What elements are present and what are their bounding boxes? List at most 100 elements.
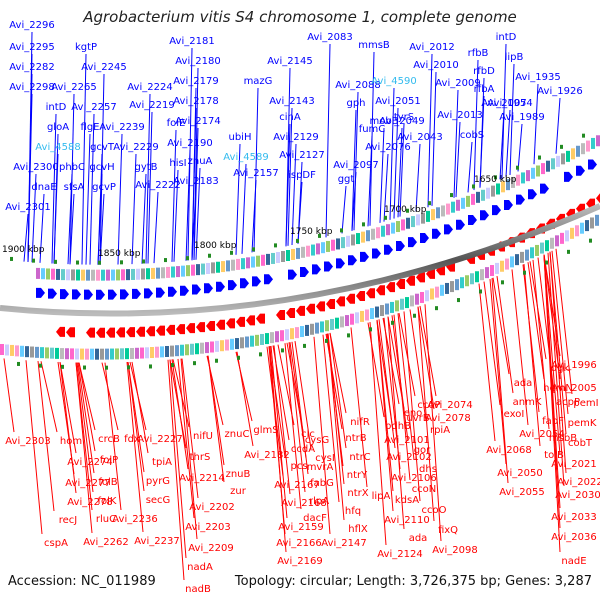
reverse-gene-arrow bbox=[276, 309, 285, 320]
reverse-gene-arrow bbox=[146, 326, 155, 337]
gc-content-block bbox=[285, 329, 289, 341]
gene-label: anmK bbox=[513, 397, 542, 408]
gc-content-block bbox=[175, 345, 179, 357]
gc-content-block bbox=[211, 262, 215, 274]
gc-content-block bbox=[345, 315, 349, 327]
reverse-gene-arrow bbox=[366, 288, 375, 299]
gene-label: cysI bbox=[315, 453, 335, 464]
gc-content-block bbox=[506, 179, 510, 191]
gc-content-block bbox=[420, 291, 424, 303]
gc-content-block bbox=[286, 250, 290, 262]
connector-line bbox=[185, 149, 191, 261]
connector-line bbox=[173, 169, 179, 262]
gene-label: Avi_2143 bbox=[269, 96, 314, 107]
gc-content-block bbox=[435, 286, 439, 298]
gc-content-block bbox=[400, 298, 404, 310]
gc-content-block bbox=[271, 252, 275, 264]
gene-label: ada bbox=[514, 378, 533, 389]
tick-mark bbox=[32, 258, 35, 263]
reverse-gene-arrow bbox=[356, 291, 365, 302]
tick-mark bbox=[523, 270, 526, 275]
gc-content-block bbox=[25, 346, 29, 358]
gc-content-block bbox=[365, 309, 369, 321]
tick-mark bbox=[54, 259, 57, 264]
tick-mark bbox=[428, 201, 431, 206]
gene-label: Avi_2068 bbox=[486, 445, 531, 456]
gc-content-block bbox=[255, 334, 259, 346]
gene-label: Avi_2051 bbox=[375, 96, 420, 107]
gc-content-block bbox=[391, 222, 395, 234]
gc-content-block bbox=[71, 269, 75, 281]
connector-line bbox=[509, 63, 515, 176]
forward-gene-arrow bbox=[516, 194, 525, 205]
gc-content-block bbox=[45, 347, 49, 359]
gc-content-block bbox=[316, 243, 320, 255]
gene-label: Avi_2257 bbox=[71, 102, 116, 113]
gene-label: Avi_2102 bbox=[386, 452, 431, 463]
gc-content-block bbox=[250, 335, 254, 347]
tick-mark bbox=[76, 260, 79, 265]
gene-label: Avi_2106 bbox=[391, 473, 436, 484]
gene-label: ispDF bbox=[288, 170, 316, 181]
gc-content-block bbox=[80, 348, 84, 360]
gene-label: ccoN bbox=[412, 484, 437, 495]
forward-gene-arrow bbox=[564, 171, 573, 182]
connector-line bbox=[473, 59, 479, 191]
gc-content-block bbox=[491, 185, 495, 197]
gc-content-block bbox=[530, 247, 534, 259]
connector-line bbox=[67, 173, 73, 265]
gc-content-block bbox=[65, 348, 69, 360]
connector-line bbox=[101, 362, 119, 431]
gc-content-block bbox=[61, 269, 65, 281]
tick-mark bbox=[98, 260, 101, 265]
reverse-gene-arrow bbox=[86, 327, 95, 338]
connector-line bbox=[51, 113, 57, 264]
tick-mark bbox=[347, 333, 350, 338]
gc-content-block bbox=[505, 258, 509, 270]
gene-label: sfsA bbox=[64, 182, 85, 193]
connector-line bbox=[253, 87, 259, 253]
gene-label: Avi_2277 bbox=[65, 478, 110, 489]
gc-content-block bbox=[181, 265, 185, 277]
forward-gene-arrow bbox=[492, 205, 501, 216]
gc-content-block bbox=[205, 342, 209, 354]
gene-label: Avi_2229 bbox=[113, 142, 158, 153]
connector-line bbox=[424, 304, 442, 542]
gene-label: Avi_2166 bbox=[276, 538, 321, 549]
gene-label: Avi_2179 bbox=[173, 76, 218, 87]
forward-gene-arrow bbox=[72, 289, 81, 300]
gene-label: Avi_2222 bbox=[135, 180, 180, 191]
gc-content-block bbox=[135, 347, 139, 359]
gc-content-block bbox=[220, 340, 224, 352]
gc-content-block bbox=[120, 348, 124, 360]
forward-gene-arrow bbox=[216, 281, 225, 292]
gene-label: dhs bbox=[419, 464, 437, 475]
gc-content-block bbox=[0, 344, 4, 355]
connector-line bbox=[78, 362, 96, 452]
gc-content-block bbox=[361, 231, 365, 243]
tick-mark bbox=[538, 155, 541, 160]
connector-line bbox=[284, 343, 302, 510]
gene-label: pemI bbox=[573, 398, 598, 409]
gene-label: tolB bbox=[544, 450, 564, 461]
gc-content-block bbox=[110, 348, 114, 360]
gene-label: ntrY bbox=[347, 470, 368, 481]
connector-line bbox=[313, 336, 331, 535]
gene-label: rlpA bbox=[309, 496, 329, 507]
gene-label: Avi_2124 bbox=[377, 549, 422, 560]
gene-label: cspA bbox=[44, 538, 68, 549]
gene-label: exoI bbox=[504, 409, 525, 420]
gene-label: ntrB bbox=[345, 433, 366, 444]
tick-mark bbox=[215, 358, 218, 363]
gene-label: Avi_2088 bbox=[335, 80, 380, 91]
gene-label: znuB bbox=[226, 469, 251, 480]
gc-content-block bbox=[555, 235, 559, 247]
reverse-gene-arrow bbox=[106, 327, 115, 338]
gc-content-block bbox=[351, 234, 355, 246]
gene-label: Avi_2036 bbox=[551, 532, 596, 543]
gc-content-block bbox=[160, 346, 164, 358]
gc-content-block bbox=[150, 347, 154, 359]
connector-line bbox=[69, 193, 75, 265]
forward-gene-arrow bbox=[312, 264, 321, 275]
gc-content-block bbox=[396, 221, 400, 233]
